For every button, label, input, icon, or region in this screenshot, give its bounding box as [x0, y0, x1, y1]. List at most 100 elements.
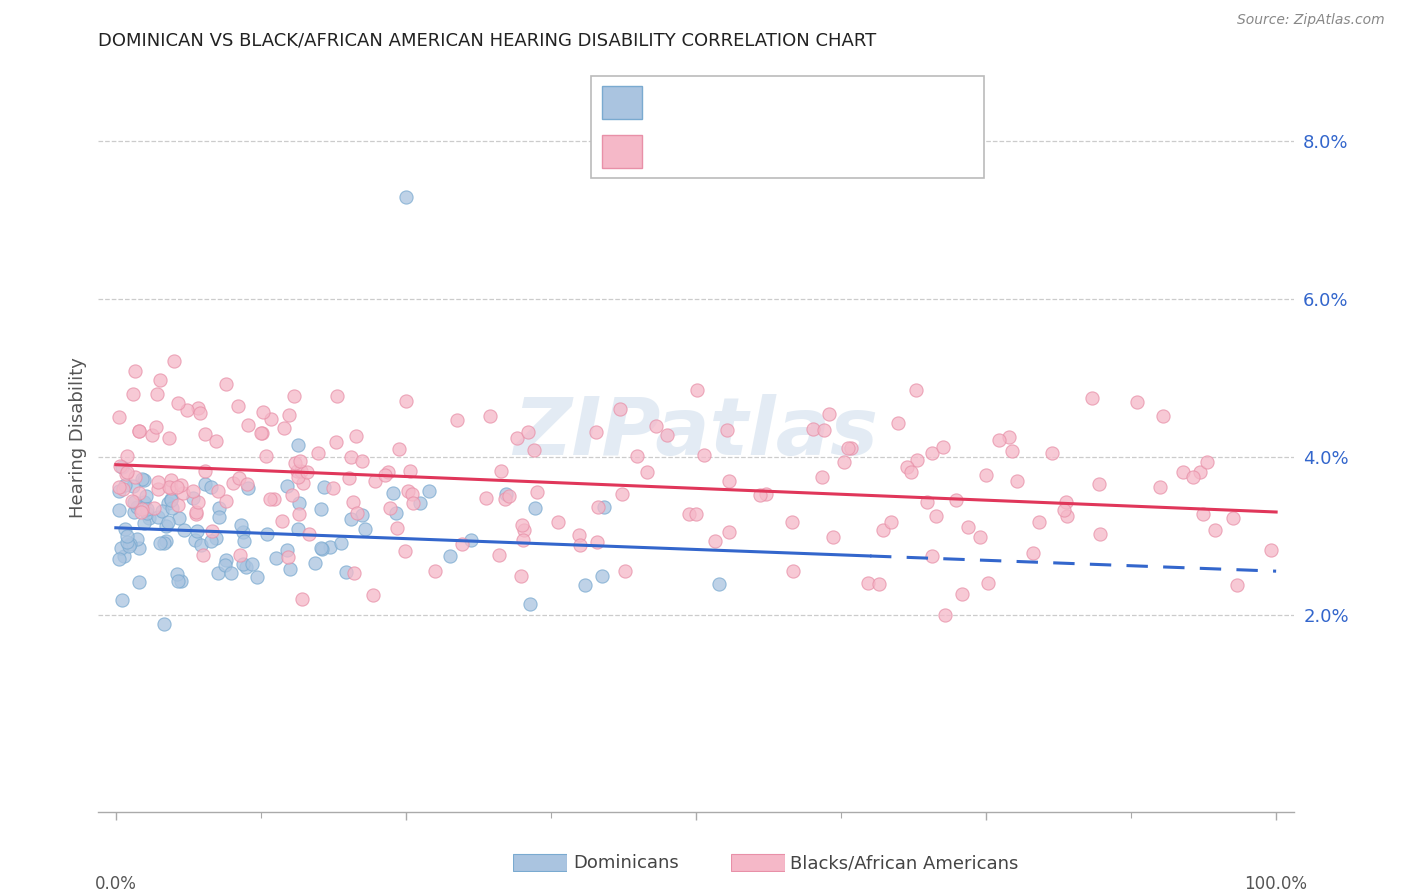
Point	[644, 419, 666, 434]
Point	[987, 433, 1010, 447]
Point	[149, 535, 172, 549]
Point	[512, 517, 534, 532]
Point	[837, 441, 859, 455]
Point	[114, 478, 136, 492]
Point	[172, 486, 194, 500]
Point	[157, 431, 180, 445]
Point	[801, 422, 824, 436]
Point	[408, 496, 430, 510]
Point	[219, 566, 242, 580]
Point	[344, 429, 367, 443]
Point	[1192, 507, 1215, 521]
Text: N =: N =	[811, 142, 855, 161]
Point	[129, 505, 152, 519]
Point	[1022, 546, 1045, 560]
Point	[259, 492, 281, 507]
Point	[169, 511, 191, 525]
Point	[160, 501, 183, 516]
Point	[236, 481, 259, 495]
Point	[150, 503, 173, 517]
Text: -0.187: -0.187	[709, 93, 778, 112]
Point	[1260, 543, 1282, 558]
Point	[215, 377, 238, 392]
Point	[322, 481, 344, 495]
Point	[155, 533, 177, 548]
Point	[868, 576, 890, 591]
Point	[609, 401, 631, 416]
Point	[523, 500, 546, 515]
Point	[418, 484, 440, 499]
Point	[273, 420, 295, 434]
Point	[200, 480, 222, 494]
Point	[1126, 394, 1149, 409]
Point	[475, 491, 498, 505]
Point	[226, 400, 249, 414]
Point	[190, 538, 212, 552]
Point	[120, 537, 142, 551]
Point	[451, 537, 474, 551]
Point	[187, 495, 209, 509]
Point	[439, 549, 461, 564]
Point	[1028, 515, 1050, 529]
Point	[156, 496, 179, 510]
Text: -0.572: -0.572	[709, 142, 778, 161]
Point	[207, 566, 229, 580]
Point	[232, 533, 254, 548]
Point	[479, 409, 502, 423]
Point	[295, 466, 318, 480]
Point	[1152, 409, 1174, 424]
Point	[276, 543, 298, 558]
Point	[494, 492, 516, 507]
Point	[592, 500, 614, 514]
Point	[229, 518, 252, 533]
Point	[266, 550, 288, 565]
Text: Dominicans: Dominicans	[574, 855, 679, 872]
Point	[718, 524, 741, 539]
Point	[956, 520, 979, 534]
Point	[834, 454, 856, 468]
Point	[122, 495, 145, 509]
Point	[207, 483, 229, 498]
Point	[340, 511, 363, 525]
Point	[1053, 502, 1076, 516]
Point	[238, 418, 260, 433]
Point	[1001, 444, 1024, 458]
Point	[896, 460, 918, 475]
Point	[124, 364, 146, 378]
Point	[122, 505, 145, 519]
Point	[1204, 524, 1226, 538]
Point	[114, 522, 136, 536]
Point	[287, 522, 309, 536]
Point	[498, 489, 520, 503]
Point	[131, 472, 153, 486]
Point	[221, 476, 243, 491]
Point	[402, 496, 425, 510]
Point	[152, 536, 174, 550]
Point	[288, 496, 311, 510]
Point	[250, 426, 273, 441]
Point	[284, 456, 307, 470]
Point	[176, 402, 198, 417]
Point	[205, 434, 228, 448]
Point	[277, 549, 299, 564]
Point	[128, 424, 150, 438]
Point	[132, 516, 155, 530]
Point	[146, 387, 169, 401]
Point	[339, 450, 361, 465]
Point	[900, 465, 922, 479]
Point	[283, 389, 305, 403]
Point	[754, 487, 776, 501]
Point	[291, 591, 314, 606]
Point	[1188, 465, 1211, 479]
Point	[250, 425, 273, 440]
Point	[108, 551, 131, 566]
Point	[380, 500, 402, 515]
Point	[526, 484, 548, 499]
Point	[513, 523, 536, 537]
Text: 100: 100	[866, 93, 907, 112]
Point	[236, 476, 259, 491]
Point	[112, 483, 135, 497]
Point	[159, 492, 181, 507]
Point	[184, 507, 207, 521]
Point	[156, 515, 179, 529]
